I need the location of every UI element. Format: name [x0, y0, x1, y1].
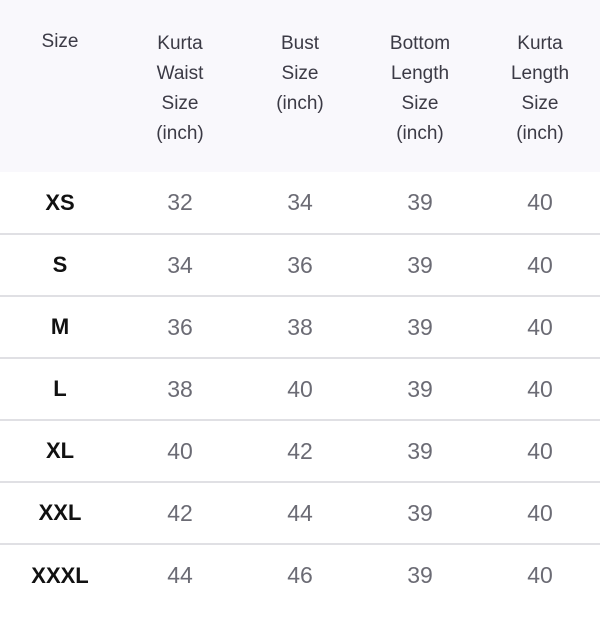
column-header-line: Size	[281, 63, 319, 84]
measurement-cell: 42	[287, 437, 313, 464]
measurement-cell: 40	[527, 251, 553, 278]
measurement-cell: 40	[287, 375, 313, 402]
column-header-line: Bust	[280, 33, 320, 54]
measurement-cell: 44	[167, 562, 193, 588]
measurement-cell: 34	[167, 251, 193, 278]
column-header: Bust Size (inch)	[240, 0, 360, 172]
measurement-cell: 39	[407, 189, 433, 215]
measurement-cell: 36	[287, 251, 313, 278]
table-row: L 38 40 39 40	[0, 358, 600, 420]
column-header-line: (inch)	[396, 123, 444, 144]
size-label: XXL	[38, 500, 82, 525]
measurement-cell: 40	[527, 499, 553, 526]
column-header-line: Size	[41, 31, 79, 52]
column-header-line: Kurta	[517, 33, 563, 54]
column-header: Kurta Length Size (inch)	[480, 0, 600, 172]
size-label: XS	[45, 189, 75, 215]
size-label: L	[53, 376, 67, 401]
column-header: Bottom Length Size (inch)	[360, 0, 480, 172]
column-header-line: Kurta	[157, 33, 203, 54]
measurement-cell: 39	[407, 499, 433, 526]
table-row: XS 32 34 39 40	[0, 172, 600, 234]
measurement-cell: 40	[527, 313, 553, 340]
measurement-cell: 39	[407, 437, 433, 464]
size-label: XL	[45, 438, 75, 463]
measurement-cell: 42	[167, 499, 193, 526]
column-header-line: (inch)	[516, 123, 564, 144]
measurement-cell: 44	[287, 499, 313, 526]
table-row: M 36 38 39 40	[0, 296, 600, 358]
column-header: Kurta Waist Size (inch)	[120, 0, 240, 172]
table-row: S 34 36 39 40	[0, 234, 600, 296]
column-header-line: Size	[521, 93, 559, 114]
measurement-cell: 40	[167, 437, 193, 464]
measurement-cell: 38	[167, 375, 193, 402]
measurement-cell: 40	[527, 189, 553, 215]
column-header-line: (inch)	[156, 123, 204, 144]
measurement-cell: 39	[407, 251, 433, 278]
column-header-line: Length	[390, 63, 450, 84]
measurement-cell: 34	[287, 189, 313, 215]
measurement-cell: 38	[287, 313, 313, 340]
measurement-cell: 46	[287, 562, 313, 588]
measurement-cell: 39	[407, 313, 433, 340]
column-header-line: Bottom	[389, 33, 451, 54]
header-row: Size Kurta Waist Size (inch) Bust Size (inch) Bo…	[0, 0, 600, 172]
column-header-line: Size	[401, 93, 439, 114]
table-row: XXXL 44 46 39 40	[0, 544, 600, 606]
measurement-cell: 40	[527, 437, 553, 464]
column-header-line: Length	[510, 63, 570, 84]
measurement-cell: 40	[527, 375, 553, 402]
size-label: S	[52, 252, 68, 277]
table-body: XS 32 34 39 40 S 34 36 39 40 M 36 38 39 40 L 38 40 39 40 XL 4…	[0, 172, 600, 606]
table-row: XL 40 42 39 40	[0, 420, 600, 482]
measurement-cell: 40	[527, 562, 553, 588]
measurement-cell: 36	[167, 313, 193, 340]
measurement-cell: 39	[407, 375, 433, 402]
size-label: XXXL	[31, 562, 89, 588]
measurement-cell: 32	[167, 189, 193, 215]
measurement-cell: 39	[407, 562, 433, 588]
column-header: Size	[0, 0, 120, 172]
column-header-line: Size	[161, 93, 199, 114]
table-row: XXL 42 44 39 40	[0, 482, 600, 544]
column-header-line: Waist	[156, 63, 204, 84]
table-header: Size Kurta Waist Size (inch) Bust Size (inch) Bo…	[0, 0, 600, 172]
size-label: M	[50, 314, 70, 339]
column-header-line: (inch)	[276, 93, 324, 114]
